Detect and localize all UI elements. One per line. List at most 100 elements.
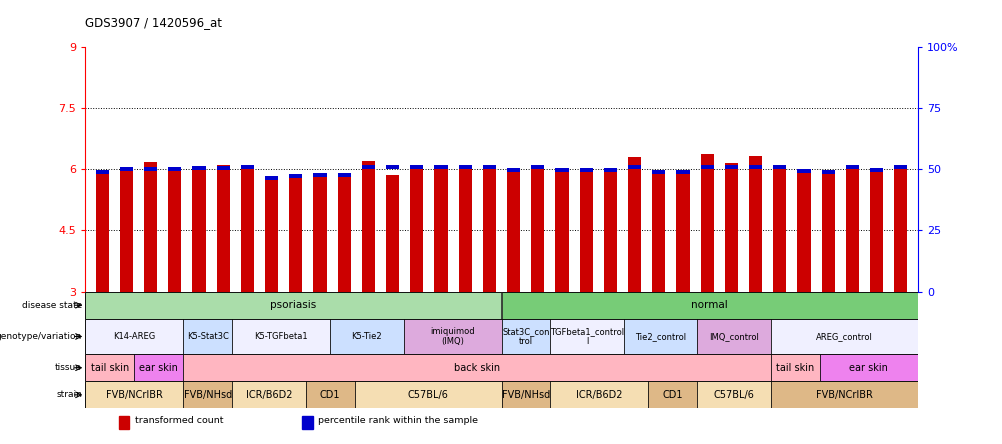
Bar: [144, 162, 157, 292]
Bar: [240, 166, 254, 292]
Bar: [95, 173, 109, 292]
Text: disease state: disease state: [22, 301, 82, 310]
Bar: [168, 167, 181, 171]
Bar: [506, 170, 520, 292]
Bar: [183, 319, 231, 354]
Bar: [289, 177, 303, 292]
Bar: [555, 170, 568, 292]
Bar: [797, 169, 810, 173]
Bar: [869, 170, 883, 292]
Bar: [313, 173, 327, 177]
Text: FVB/NCrIBR: FVB/NCrIBR: [105, 390, 162, 400]
Bar: [168, 170, 181, 292]
Bar: [302, 416, 313, 429]
Bar: [531, 165, 544, 169]
Text: tissue: tissue: [55, 363, 82, 372]
Bar: [501, 381, 550, 408]
Bar: [482, 166, 496, 292]
Bar: [144, 166, 157, 171]
Bar: [289, 174, 303, 178]
Text: K5-Stat3C: K5-Stat3C: [186, 332, 228, 341]
Text: FVB/NCrIBR: FVB/NCrIBR: [815, 390, 872, 400]
Bar: [119, 166, 133, 171]
Bar: [748, 165, 762, 169]
Bar: [531, 166, 544, 292]
Bar: [410, 166, 423, 292]
Bar: [118, 416, 129, 429]
Bar: [869, 168, 883, 172]
Bar: [579, 168, 592, 172]
Bar: [501, 319, 550, 354]
Bar: [771, 354, 819, 381]
Bar: [550, 319, 623, 354]
Bar: [675, 170, 689, 174]
Bar: [675, 171, 689, 292]
Bar: [362, 161, 375, 292]
Bar: [355, 381, 501, 408]
Text: tail skin: tail skin: [776, 363, 814, 373]
Bar: [216, 165, 229, 292]
Text: genotype/variation: genotype/variation: [0, 332, 82, 341]
Bar: [458, 166, 471, 292]
Bar: [696, 381, 771, 408]
Text: GDS3907 / 1420596_at: GDS3907 / 1420596_at: [85, 16, 222, 29]
Text: K5-Tie2: K5-Tie2: [351, 332, 382, 341]
Bar: [119, 170, 133, 292]
Bar: [306, 381, 355, 408]
Text: strain: strain: [56, 390, 82, 399]
Bar: [821, 170, 834, 174]
Bar: [771, 381, 917, 408]
Bar: [819, 354, 917, 381]
Text: FVB/NHsd: FVB/NHsd: [501, 390, 549, 400]
Text: ear skin: ear skin: [139, 363, 178, 373]
Bar: [724, 165, 737, 169]
Bar: [231, 381, 306, 408]
Bar: [550, 381, 647, 408]
Bar: [183, 354, 771, 381]
Text: back skin: back skin: [454, 363, 500, 373]
Bar: [501, 292, 917, 319]
Text: psoriasis: psoriasis: [270, 300, 317, 310]
Bar: [699, 165, 713, 169]
Bar: [183, 381, 231, 408]
Bar: [821, 172, 834, 292]
Text: IMQ_control: IMQ_control: [708, 332, 759, 341]
Bar: [95, 170, 109, 174]
Bar: [192, 169, 205, 292]
Bar: [482, 165, 496, 169]
Bar: [330, 319, 403, 354]
Text: tail skin: tail skin: [90, 363, 128, 373]
Text: C57BL/6: C57BL/6: [713, 390, 754, 400]
Text: C57BL/6: C57BL/6: [407, 390, 448, 400]
Bar: [458, 165, 471, 169]
Bar: [555, 168, 568, 172]
Bar: [651, 170, 664, 174]
Text: Tie2_control: Tie2_control: [634, 332, 685, 341]
Text: ICR/B6D2: ICR/B6D2: [245, 390, 292, 400]
Bar: [579, 171, 592, 292]
Bar: [627, 165, 640, 169]
Bar: [506, 168, 520, 172]
Bar: [192, 166, 205, 170]
Text: CD1: CD1: [320, 390, 340, 400]
Text: imiquimod
(IMQ): imiquimod (IMQ): [430, 327, 474, 346]
Bar: [771, 319, 917, 354]
Bar: [748, 156, 762, 292]
Bar: [231, 319, 330, 354]
Text: transformed count: transformed count: [135, 416, 223, 425]
Bar: [434, 166, 447, 292]
Bar: [85, 354, 134, 381]
Bar: [265, 176, 278, 180]
Bar: [85, 292, 501, 319]
Bar: [845, 166, 858, 292]
Bar: [362, 165, 375, 169]
Text: FVB/NHsd: FVB/NHsd: [183, 390, 231, 400]
Bar: [216, 166, 229, 170]
Bar: [623, 319, 696, 354]
Text: K5-TGFbeta1: K5-TGFbeta1: [255, 332, 308, 341]
Bar: [240, 165, 254, 169]
Text: ear skin: ear skin: [849, 363, 888, 373]
Bar: [338, 174, 351, 292]
Bar: [313, 174, 327, 292]
Bar: [603, 168, 616, 172]
